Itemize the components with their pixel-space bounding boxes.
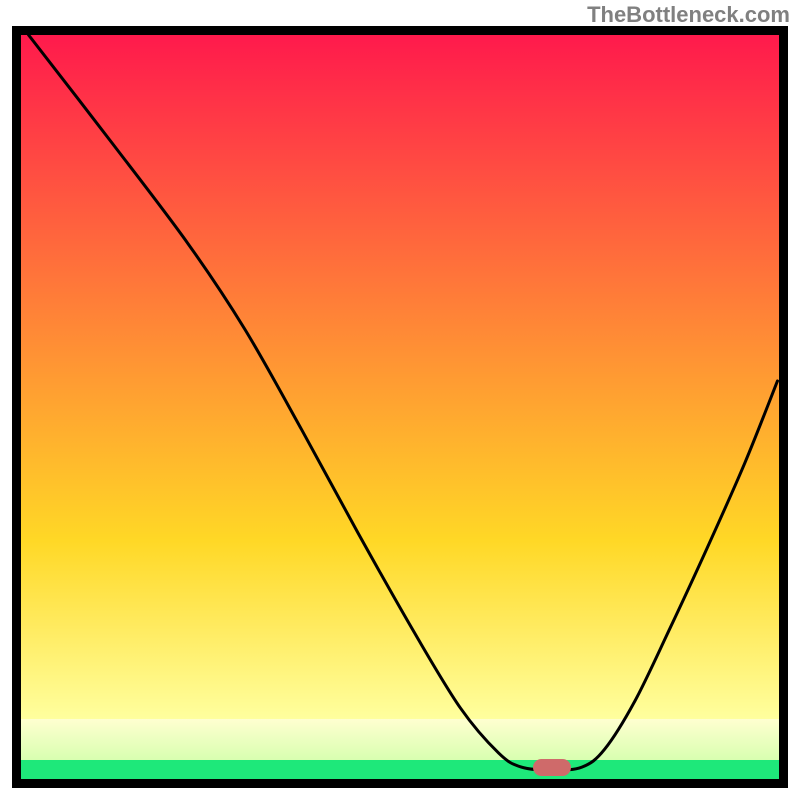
minimum-marker — [533, 759, 571, 776]
curve-svg — [21, 35, 779, 779]
watermark-text: TheBottleneck.com — [587, 2, 790, 28]
curve-path — [29, 35, 778, 770]
plot-frame — [12, 26, 788, 788]
chart-container: TheBottleneck.com — [0, 0, 800, 800]
